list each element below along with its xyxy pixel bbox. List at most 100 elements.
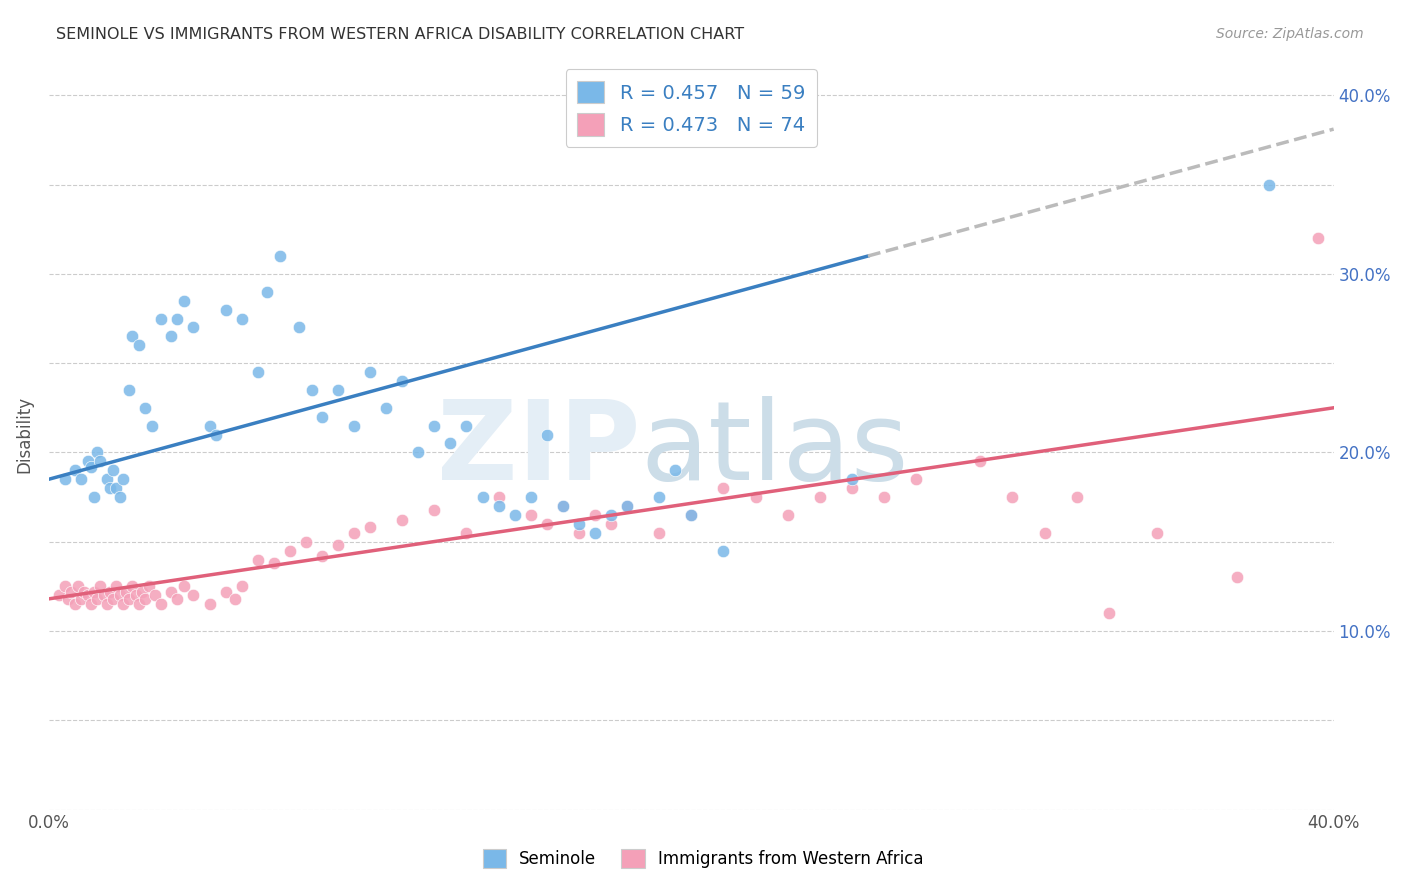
Point [214, 302, 236, 317]
Point [138, 579, 160, 593]
Point [48, 588, 70, 602]
Point [160, 584, 183, 599]
Point [108, 588, 131, 602]
Text: Source: ZipAtlas.com: Source: ZipAtlas.com [1216, 27, 1364, 41]
Point [471, 490, 494, 504]
Point [60, 584, 83, 599]
Point [105, 579, 128, 593]
Point [96, 472, 118, 486]
Point [841, 472, 863, 486]
Point [391, 513, 413, 527]
Point [70, 472, 93, 486]
Point [141, 418, 163, 433]
Point [311, 409, 333, 424]
Point [58, 591, 80, 606]
Point [105, 481, 128, 495]
Point [1306, 231, 1329, 245]
Point [343, 525, 366, 540]
Point [103, 591, 125, 606]
Point [841, 481, 863, 495]
Point [439, 436, 461, 450]
Point [263, 556, 285, 570]
Point [681, 508, 703, 522]
Legend: R = 0.457   N = 59, R = 0.473   N = 74: R = 0.457 N = 59, R = 0.473 N = 74 [565, 70, 817, 147]
Point [616, 499, 638, 513]
Point [73, 584, 96, 599]
Point [246, 552, 269, 566]
Point [776, 508, 799, 522]
Point [905, 472, 928, 486]
Point [536, 427, 558, 442]
Point [173, 579, 195, 593]
Point [183, 588, 205, 602]
Point [488, 490, 510, 504]
Point [86, 445, 108, 459]
Point [1001, 490, 1024, 504]
Point [63, 463, 86, 477]
Point [1066, 490, 1088, 504]
Point [118, 383, 141, 397]
Point [269, 249, 291, 263]
Point [224, 591, 246, 606]
Point [76, 454, 98, 468]
Point [80, 459, 103, 474]
Point [53, 579, 76, 593]
Point [423, 502, 446, 516]
Point [98, 481, 121, 495]
Point [231, 579, 253, 593]
Point [583, 508, 606, 522]
Point [295, 534, 318, 549]
Point [183, 320, 205, 334]
Point [551, 499, 574, 513]
Point [568, 525, 591, 540]
Point [231, 311, 253, 326]
Point [118, 591, 141, 606]
Point [583, 525, 606, 540]
Point [1146, 525, 1168, 540]
Point [664, 463, 686, 477]
Point [600, 508, 623, 522]
Legend: Seminole, Immigrants from Western Africa: Seminole, Immigrants from Western Africa [475, 842, 931, 875]
Text: ZIP: ZIP [436, 396, 640, 503]
Point [808, 490, 831, 504]
Point [391, 374, 413, 388]
Point [166, 591, 188, 606]
Point [648, 490, 671, 504]
Point [98, 584, 121, 599]
Text: SEMINOLE VS IMMIGRANTS FROM WESTERN AFRICA DISABILITY CORRELATION CHART: SEMINOLE VS IMMIGRANTS FROM WESTERN AFRI… [56, 27, 744, 42]
Point [214, 584, 236, 599]
Point [115, 584, 138, 599]
Point [53, 472, 76, 486]
Point [713, 543, 735, 558]
Text: atlas: atlas [640, 396, 908, 503]
Point [536, 516, 558, 531]
Point [681, 508, 703, 522]
Point [648, 525, 671, 540]
Point [256, 285, 278, 299]
Point [600, 516, 623, 531]
Point [128, 597, 150, 611]
Point [423, 418, 446, 433]
Point [108, 490, 131, 504]
Point [83, 584, 105, 599]
Point [80, 597, 103, 611]
Y-axis label: Disability: Disability [15, 396, 32, 473]
Point [488, 499, 510, 513]
Point [150, 311, 173, 326]
Point [128, 338, 150, 352]
Point [713, 481, 735, 495]
Point [1258, 178, 1281, 192]
Point [131, 584, 153, 599]
Point [96, 597, 118, 611]
Point [375, 401, 398, 415]
Point [301, 383, 323, 397]
Point [359, 365, 381, 379]
Point [456, 418, 478, 433]
Point [173, 293, 195, 308]
Point [343, 418, 366, 433]
Point [311, 549, 333, 563]
Point [121, 579, 143, 593]
Point [134, 401, 156, 415]
Point [744, 490, 766, 504]
Point [326, 538, 349, 552]
